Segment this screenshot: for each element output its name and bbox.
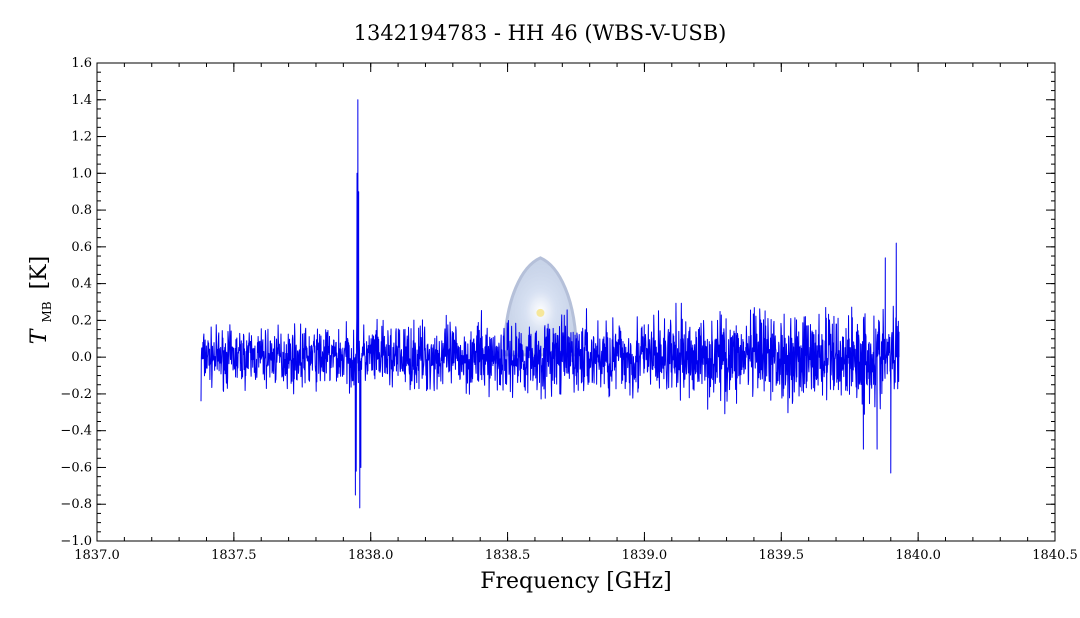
y-tick-label: 0.4 bbox=[71, 277, 92, 292]
y-axis-title-symbol: T bbox=[27, 327, 52, 344]
y-tick-label: −0.8 bbox=[60, 497, 92, 512]
y-tick-label: −0.2 bbox=[60, 387, 92, 402]
y-tick-label: −0.6 bbox=[60, 460, 92, 475]
x-tick-label: 1839.0 bbox=[622, 548, 668, 563]
y-tick-label: 1.4 bbox=[71, 93, 92, 108]
x-tick-label: 1837.0 bbox=[74, 548, 120, 563]
x-tick-label: 1837.5 bbox=[211, 548, 257, 563]
x-axis: 1837.0 1837.5 1838.0 1838.5 1839.0 1839.5 1840… bbox=[74, 63, 1078, 563]
y-tick-label: −0.4 bbox=[60, 424, 92, 439]
x-tick-label: 1840.0 bbox=[895, 548, 941, 563]
x-tick-label: 1839.5 bbox=[759, 548, 805, 563]
y-tick-label: 1.6 bbox=[71, 56, 92, 71]
x-axis-title: Frequency [GHz] bbox=[480, 569, 672, 594]
y-tick-label: 0.0 bbox=[71, 350, 92, 365]
x-tick-label: 1838.5 bbox=[485, 548, 531, 563]
y-tick-label: 0.2 bbox=[71, 313, 92, 328]
watermark-star bbox=[536, 308, 545, 317]
x-tick-label: 1838.0 bbox=[348, 548, 394, 563]
y-tick-label: 1.0 bbox=[71, 166, 92, 181]
y-tick-label: 0.8 bbox=[71, 203, 92, 218]
spectrum-line bbox=[200, 99, 900, 509]
x-tick-label: 1840.5 bbox=[1032, 548, 1078, 563]
y-axis-title-subscript: MB bbox=[40, 301, 54, 322]
y-tick-label: 1.2 bbox=[71, 130, 92, 145]
y-axis-title-unit: [K] bbox=[27, 256, 52, 290]
plot-area bbox=[200, 99, 900, 509]
chart-title: 1342194783 - HH 46 (WBS-V-USB) bbox=[354, 21, 727, 45]
y-tick-label: −1.0 bbox=[60, 534, 92, 549]
y-tick-label: 0.6 bbox=[71, 240, 92, 255]
y-axis-title: T MB [K] bbox=[27, 256, 57, 344]
y-axis: −1.0 −0.8 −0.6 −0.4 −0.2 0.0 0.2 0.4 0.6 0.8 1.0 1.… bbox=[60, 56, 1055, 549]
